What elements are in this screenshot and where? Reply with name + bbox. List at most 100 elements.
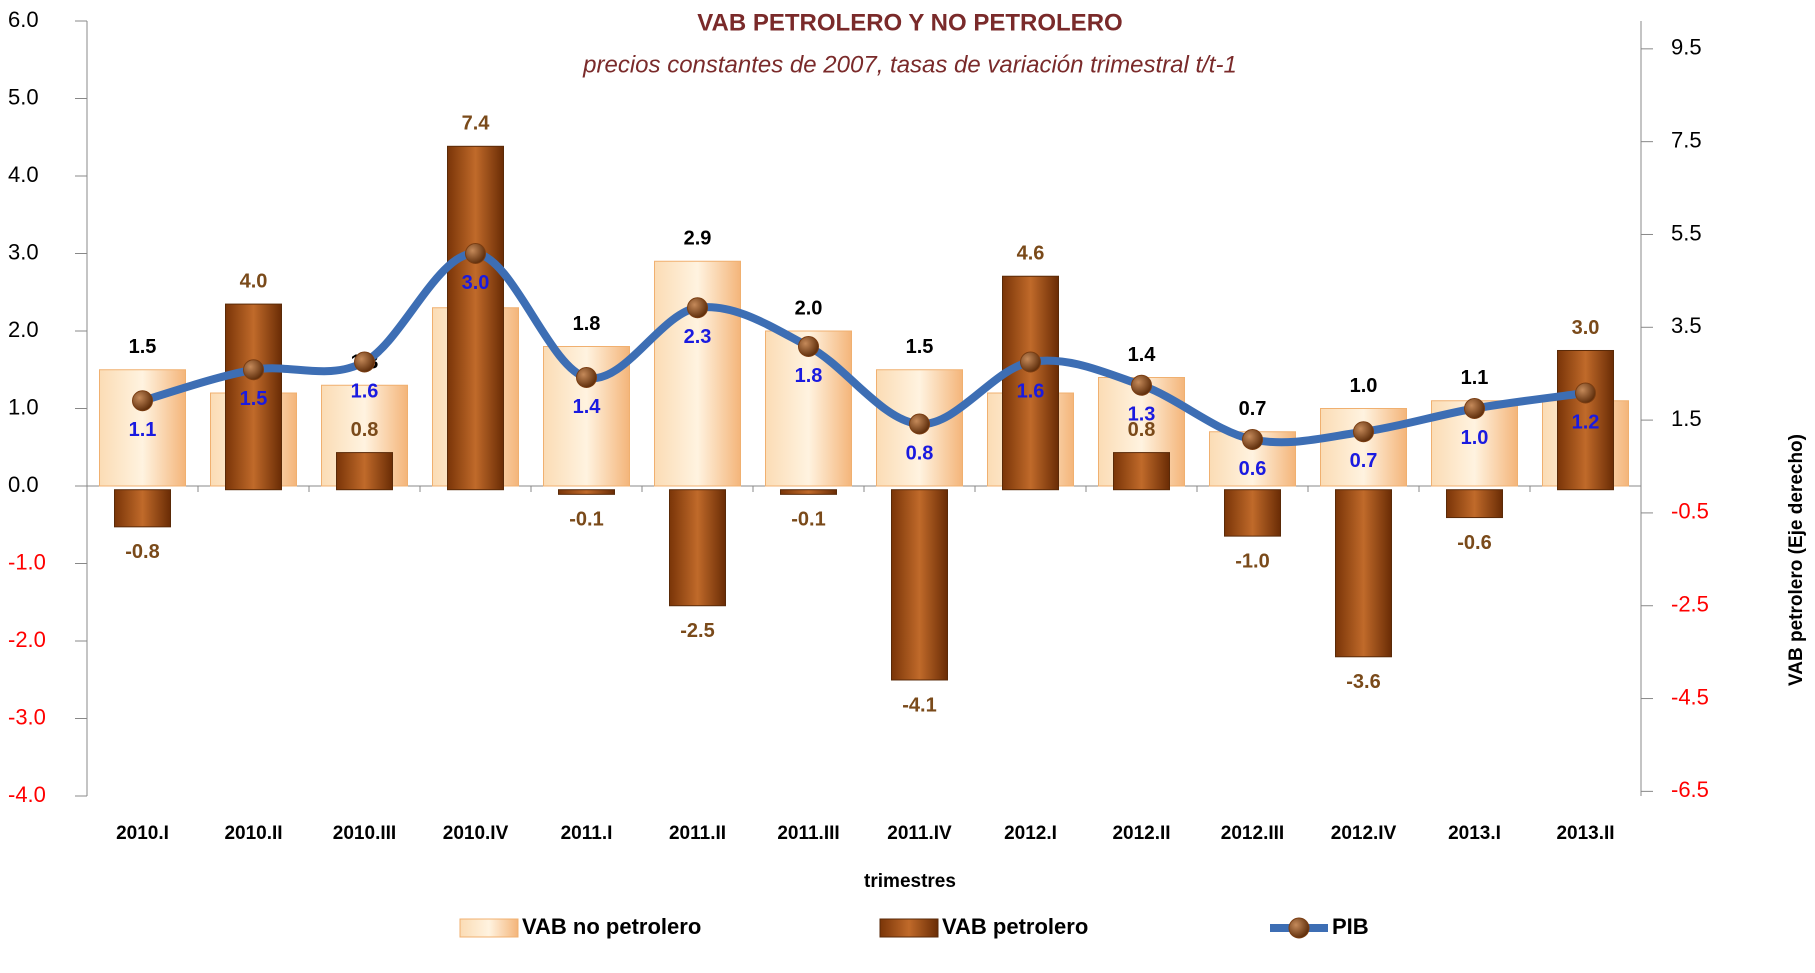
marker xyxy=(466,244,486,264)
bar xyxy=(1321,409,1407,487)
chart: VAB PETROLERO Y NO PETROLERO precios con… xyxy=(0,0,1815,973)
data-label: -0.1 xyxy=(569,509,603,531)
marker xyxy=(1576,383,1596,403)
x-tick-label: 2011.IV xyxy=(887,823,952,844)
y-tick-label: -3.0 xyxy=(8,704,46,729)
marker xyxy=(688,298,708,318)
legend-label: PIB xyxy=(1332,914,1369,939)
data-label: 1.0 xyxy=(1350,375,1378,397)
x-tick-label: 2010.II xyxy=(224,823,282,844)
data-label: 1.6 xyxy=(1017,380,1045,402)
data-label: -3.6 xyxy=(1346,671,1380,693)
x-axis-title: trimestres xyxy=(864,871,956,892)
y2-tick-label: 3.5 xyxy=(1671,313,1702,338)
marker xyxy=(577,368,597,388)
data-label: 1.8 xyxy=(573,313,601,335)
y-tick-label: -4.0 xyxy=(8,782,46,807)
data-label: 0.7 xyxy=(1350,450,1378,472)
x-tick-label: 2012.I xyxy=(1004,823,1057,844)
y2-tick-label: -2.5 xyxy=(1671,592,1709,617)
data-label: 2.3 xyxy=(684,326,712,348)
x-tick-label: 2011.III xyxy=(777,823,839,844)
x-tick-label: 2012.IV xyxy=(1331,823,1397,844)
data-label: -0.8 xyxy=(125,541,159,563)
data-label: 1.8 xyxy=(795,365,823,387)
bar xyxy=(1447,490,1503,518)
marker xyxy=(355,352,375,372)
data-label: -2.5 xyxy=(680,620,714,642)
data-label: 1.2 xyxy=(1572,411,1600,433)
data-label: 4.6 xyxy=(1017,243,1045,265)
marker xyxy=(133,391,153,411)
data-label: 7.4 xyxy=(462,113,491,135)
y-tick-label: 4.0 xyxy=(8,162,39,187)
y2-tick-label: -0.5 xyxy=(1671,499,1709,524)
bar xyxy=(1336,490,1392,657)
legend-label: VAB petrolero xyxy=(942,914,1088,939)
x-tick-label: 2010.I xyxy=(116,823,169,844)
y2-tick-label: 7.5 xyxy=(1671,127,1702,152)
x-tick-label: 2010.III xyxy=(333,823,396,844)
y-tick-label: 6.0 xyxy=(8,7,39,32)
y-tick-label: 2.0 xyxy=(8,317,39,342)
data-label: -4.1 xyxy=(902,694,936,716)
bar xyxy=(1114,453,1170,490)
y-tick-label: 0.0 xyxy=(8,472,39,497)
y2-tick-label: -4.5 xyxy=(1671,684,1709,709)
y2-tick-label: 5.5 xyxy=(1671,220,1702,245)
x-tick-label: 2013.I xyxy=(1448,823,1501,844)
bar xyxy=(1225,490,1281,536)
data-label: 1.1 xyxy=(129,419,157,441)
marker xyxy=(1243,430,1263,450)
data-label: 1.5 xyxy=(240,388,268,410)
data-label: 0.8 xyxy=(351,419,379,441)
x-tick-label: 2011.I xyxy=(561,823,613,844)
x-tick-label: 2012.III xyxy=(1221,823,1284,844)
data-label: 1.3 xyxy=(1128,404,1156,426)
legend-marker xyxy=(1289,918,1309,938)
bar xyxy=(655,261,741,486)
legend-label: VAB no petrolero xyxy=(522,914,701,939)
data-label: 1.6 xyxy=(351,380,379,402)
data-label: 3.0 xyxy=(1572,317,1600,339)
y-tick-label: -2.0 xyxy=(8,627,46,652)
y2-tick-label: 1.5 xyxy=(1671,406,1702,431)
marker xyxy=(1021,352,1041,372)
x-tick-label: 2013.II xyxy=(1556,823,1614,844)
marker xyxy=(910,414,930,434)
data-label: -1.0 xyxy=(1235,550,1269,572)
data-label: 1.5 xyxy=(906,336,934,358)
legend-swatch xyxy=(460,919,518,937)
data-label: -0.1 xyxy=(791,509,825,531)
bar xyxy=(337,453,393,490)
marker xyxy=(1132,375,1152,395)
data-label: 1.5 xyxy=(129,336,157,358)
y-tick-label: -1.0 xyxy=(8,549,46,574)
x-tick-label: 2012.II xyxy=(1112,823,1170,844)
y-tick-label: 5.0 xyxy=(8,84,39,109)
y-tick-label: 1.0 xyxy=(8,394,39,419)
chart-subtitle: precios constantes de 2007, tasas de var… xyxy=(582,51,1237,78)
x-tick-label: 2010.IV xyxy=(443,823,509,844)
y2-tick-label: -6.5 xyxy=(1671,777,1709,802)
bar xyxy=(670,490,726,606)
data-label: 2.0 xyxy=(795,297,823,319)
data-label: 1.4 xyxy=(1128,344,1157,366)
data-label: 1.0 xyxy=(1461,427,1489,449)
chart-title: VAB PETROLERO Y NO PETROLERO xyxy=(697,9,1122,36)
data-label: 1.4 xyxy=(573,396,602,418)
data-label: 3.0 xyxy=(462,272,490,294)
data-label: 0.7 xyxy=(1239,398,1267,420)
marker xyxy=(244,360,264,380)
data-label: 1.1 xyxy=(1461,367,1489,389)
x-tick-label: 2011.II xyxy=(669,823,726,844)
bar xyxy=(448,146,504,489)
bar xyxy=(892,490,948,680)
y2-tick-label: 9.5 xyxy=(1671,35,1702,60)
data-label: -0.6 xyxy=(1457,532,1491,554)
bar xyxy=(781,490,837,495)
data-label: 0.6 xyxy=(1239,458,1267,480)
legend-swatch xyxy=(880,919,938,937)
bar xyxy=(115,490,171,527)
y2-axis-title: VAB petrolero (Eje derecho) xyxy=(1786,434,1807,686)
